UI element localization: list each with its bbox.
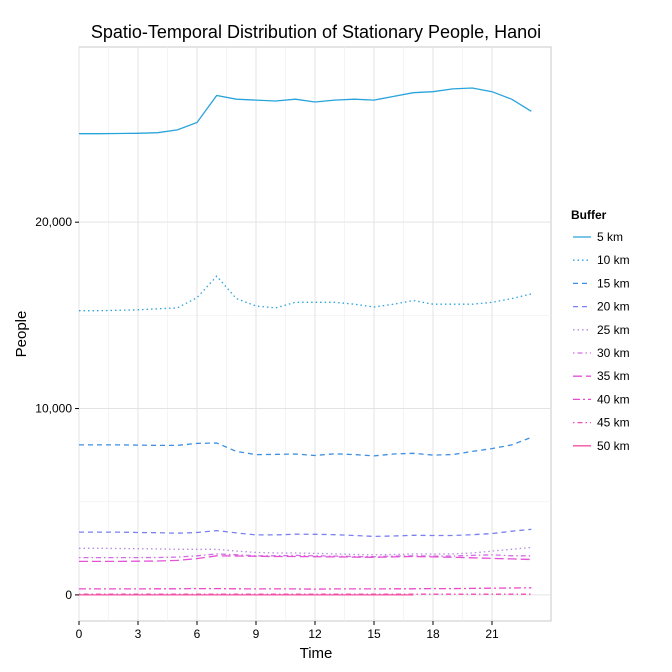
series-line [79,528,532,538]
legend-label: 15 km [597,276,630,290]
legend-label: 30 km [597,346,630,360]
legend-label: 10 km [597,253,630,267]
x-axis-title: Time [300,645,333,662]
x-tick-label: 6 [194,627,201,641]
legend-label: 20 km [597,300,630,314]
x-tick-label: 15 [367,627,381,641]
legend-label: 45 km [597,416,630,430]
legend-label: 50 km [597,439,630,453]
series-line [79,546,532,556]
series-line [79,587,532,590]
series-layer [79,87,532,596]
x-axis: 0 3 6 9 12 15 18 21 [76,621,499,641]
series-line [79,553,532,559]
x-tick-label: 3 [135,627,142,641]
y-tick-label: 10,000 [35,402,72,416]
x-tick-label: 0 [76,627,83,641]
x-tick-label: 9 [253,627,260,641]
legend-label: 5 km [597,230,623,244]
series-line [79,87,532,135]
series-line [79,436,532,457]
legend: Buffer 5 km 10 km 15 km 20 km 25 km 30 km 35 k… [571,208,630,453]
y-axis-title: People [13,311,30,358]
y-axis: 0 10,000 20,000 [35,215,79,602]
y-tick-label: 20,000 [35,215,72,229]
y-tick-label: 0 [65,588,72,602]
legend-items: 5 km 10 km 15 km 20 km 25 km 30 km 35 km 40 km 4… [573,230,630,453]
x-tick-label: 21 [485,627,499,641]
series-line [79,555,532,563]
legend-label: 25 km [597,323,630,337]
legend-label: 40 km [597,392,630,406]
legend-title: Buffer [571,208,607,222]
x-tick-label: 12 [308,627,322,641]
legend-label: 35 km [597,369,630,383]
chart-title: Spatio-Temporal Distribution of Stationa… [91,22,541,42]
x-tick-label: 18 [426,627,440,641]
